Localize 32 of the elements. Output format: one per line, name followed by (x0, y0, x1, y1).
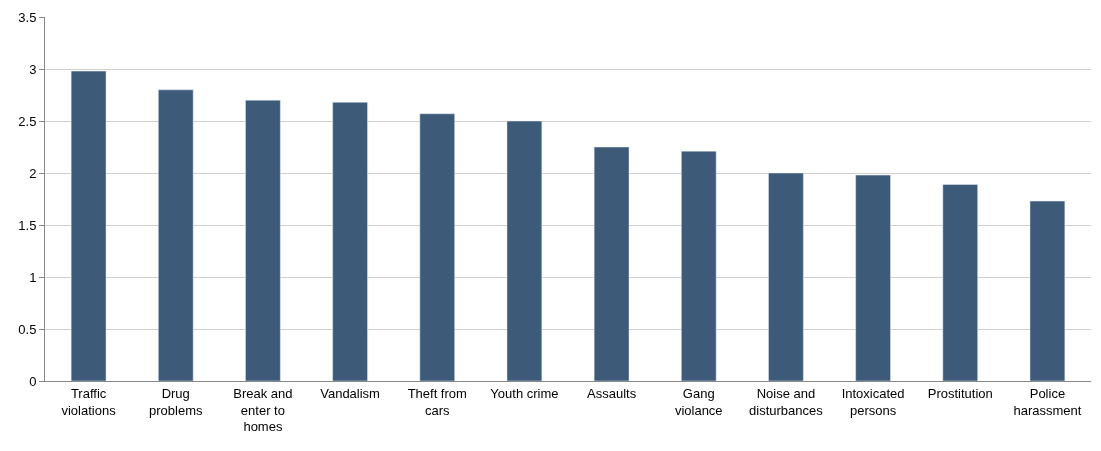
x-tick-label: Assaults (587, 385, 637, 401)
bar (855, 174, 891, 381)
x-tick-label: Noise and disturbances (749, 385, 824, 418)
bar (681, 150, 717, 381)
bar (942, 184, 978, 381)
x-tick-label: Theft from cars (407, 385, 467, 418)
y-tick-label: 3 (29, 61, 37, 77)
x-tick-label: Vandalism (320, 385, 380, 401)
x-tick-label: Drug problems (149, 385, 203, 418)
bar (593, 146, 630, 381)
y-tick-label: 1 (29, 269, 37, 285)
y-tick-label: 1.5 (18, 217, 37, 233)
bar (768, 172, 804, 381)
x-tick-label: Prostitution (927, 385, 993, 401)
y-tick-label: 0 (29, 373, 37, 389)
y-tick-label: 2.5 (18, 113, 37, 129)
bar (506, 120, 543, 381)
x-tick-label: Youth crime (490, 385, 559, 401)
bar (70, 70, 107, 381)
y-tick-label: 3.5 (18, 9, 37, 25)
y-tick-label: 2 (29, 165, 37, 181)
x-tick-label: Traffic violations (61, 385, 117, 418)
bar (332, 102, 368, 381)
x-tick-label: Break and enter to homes (233, 385, 293, 435)
y-tick-label: 0.5 (18, 321, 37, 337)
bar (158, 89, 194, 381)
bar (1029, 200, 1066, 381)
bar (245, 99, 281, 381)
bar (419, 113, 455, 381)
x-tick-label: Police harassment (1013, 385, 1082, 418)
x-tick-label: Gang violance (674, 385, 723, 418)
x-tick-label: Intoxicated persons (841, 385, 905, 418)
